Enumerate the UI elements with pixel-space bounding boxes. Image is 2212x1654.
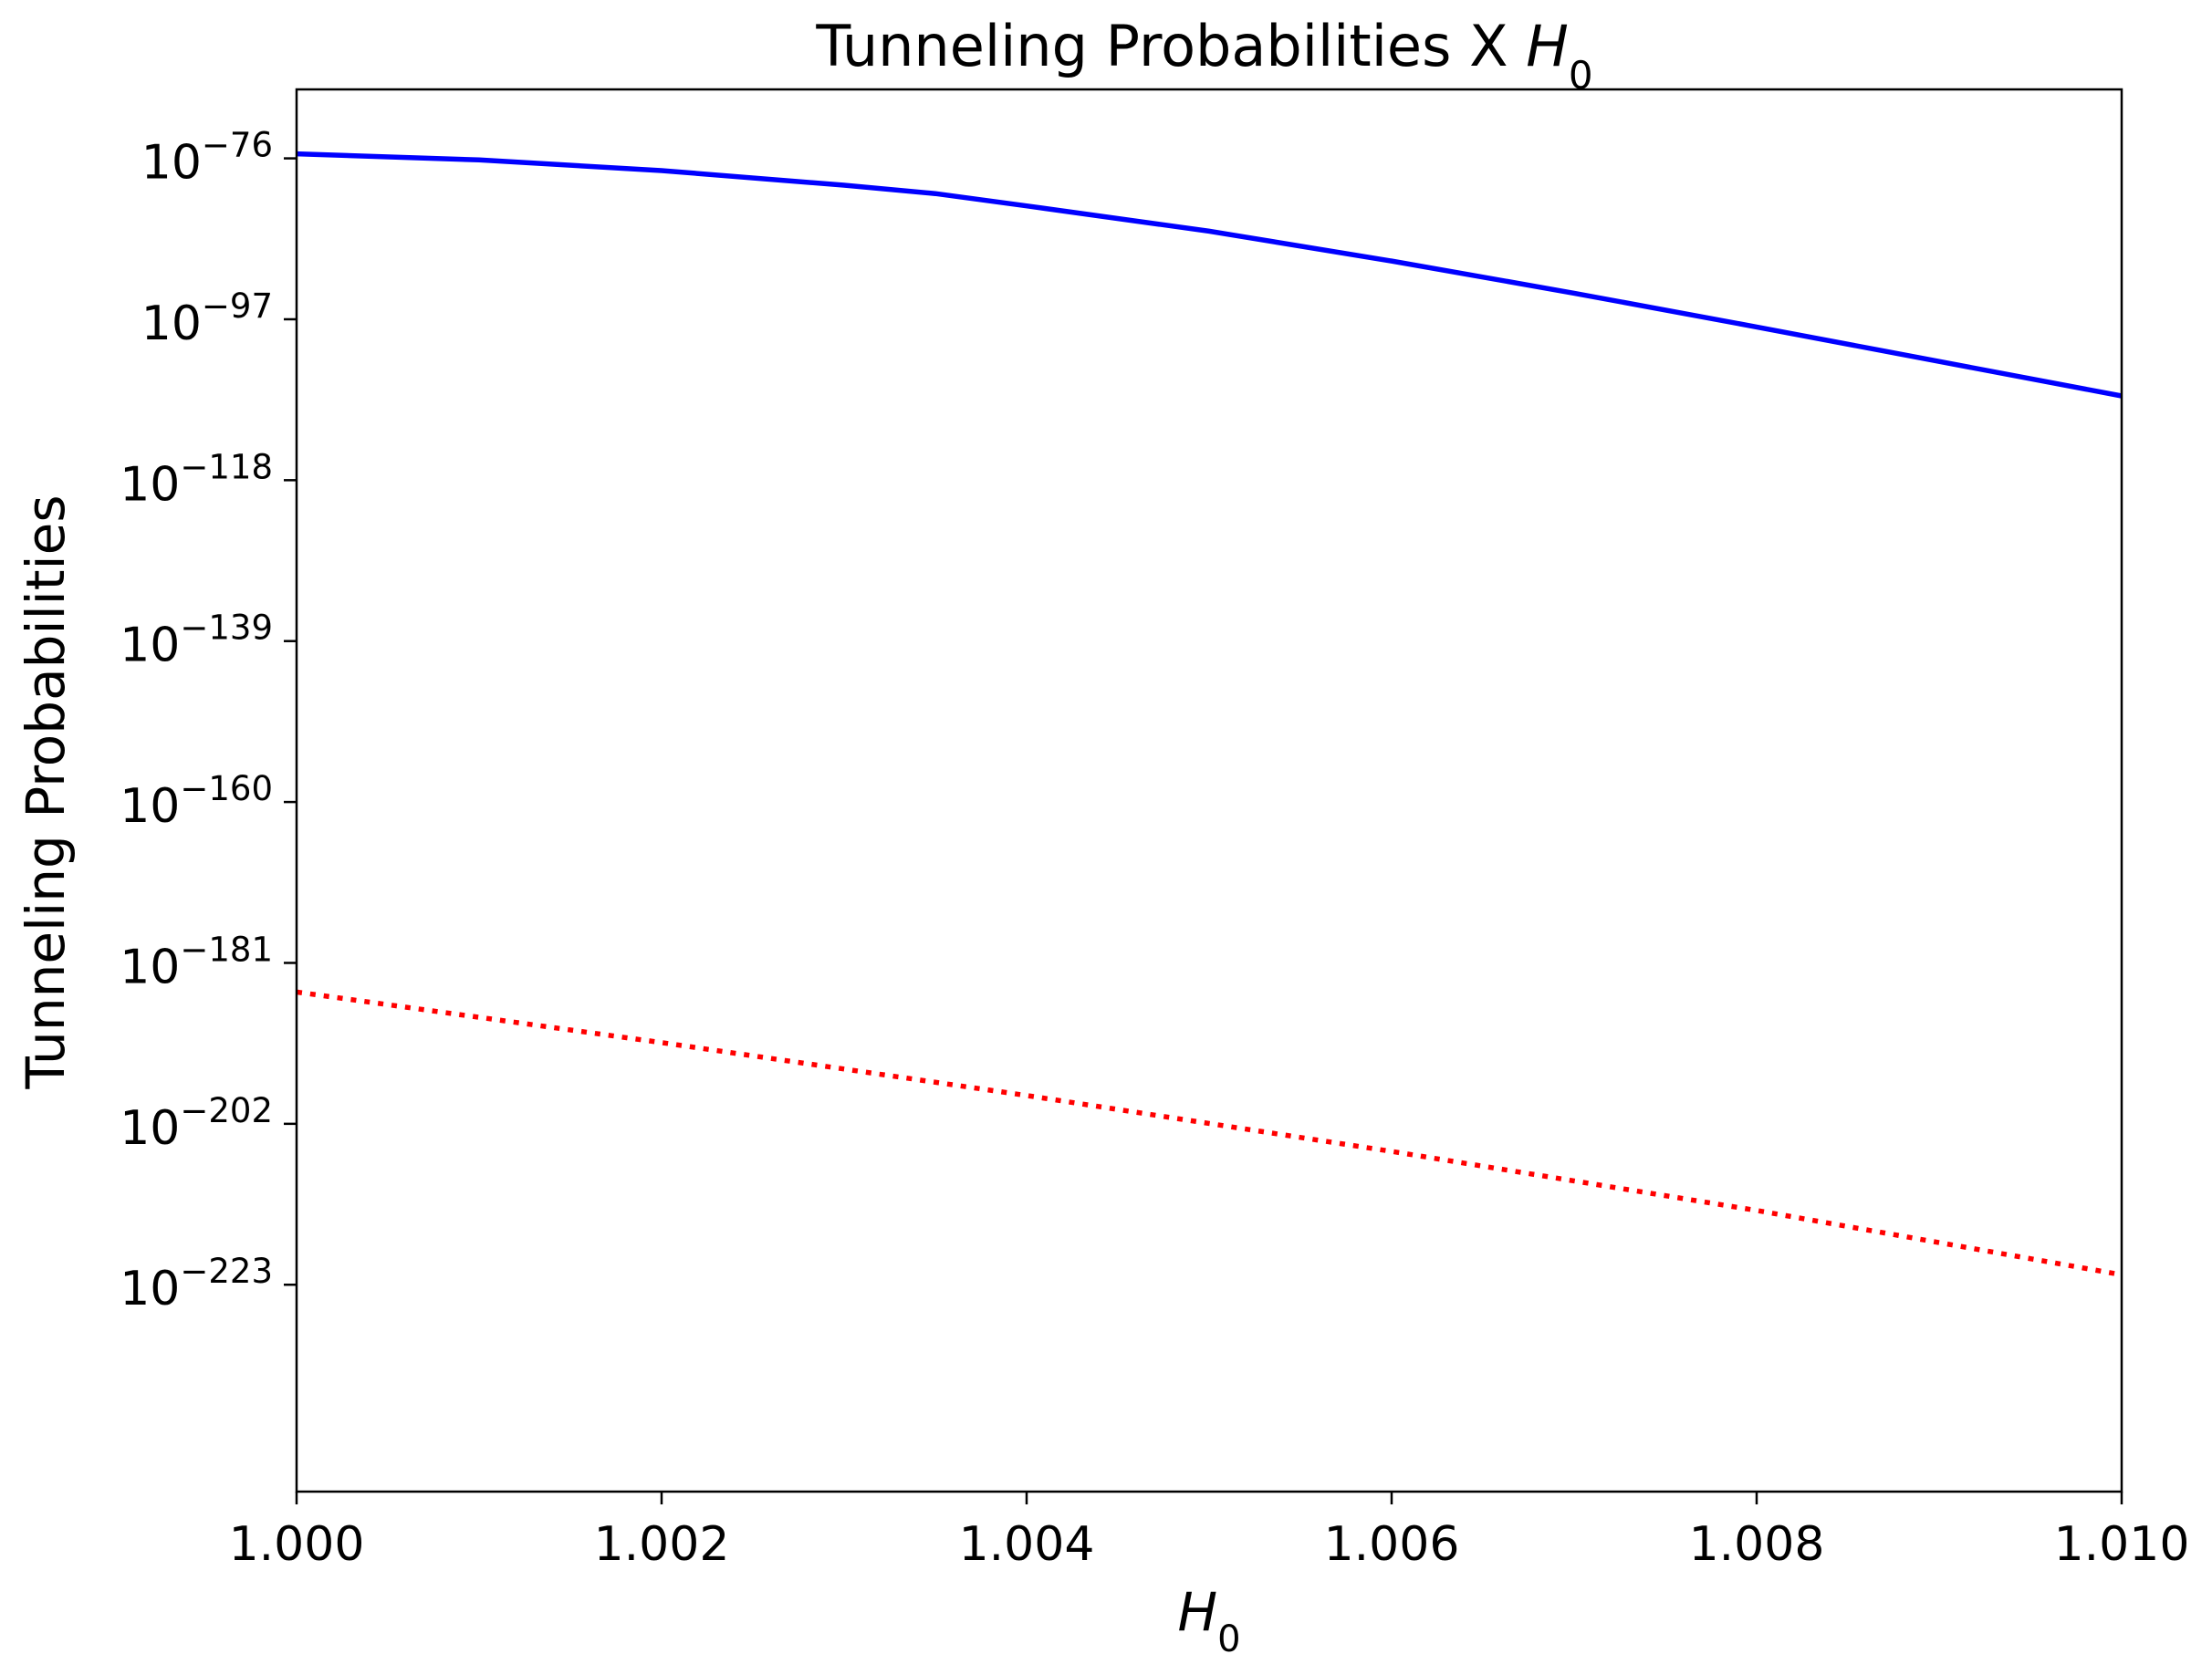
y-tick-label-3: 10−139 — [120, 609, 273, 673]
y-tick-label-5: 10−181 — [120, 930, 273, 994]
y-tick-label-6: 10−202 — [120, 1091, 273, 1156]
x-axis-label: H0 — [1177, 1581, 1240, 1654]
x-tick-label-5: 1.010 — [2054, 1517, 2190, 1572]
solid-series-line-0 — [296, 151, 2123, 399]
x-tick-label-1: 1.002 — [594, 1517, 730, 1572]
x-tick-label-3: 1.006 — [1324, 1517, 1460, 1572]
ticks-layer: 1.000 1.002 1.004 1.006 1.008 1.010 10−76 10−97… — [120, 126, 2189, 1572]
series-layer — [296, 151, 2123, 1278]
y-axis-label: Tunneling Probabilities — [15, 494, 77, 1089]
x-tick-label-4: 1.008 — [1689, 1517, 1825, 1572]
y-tick-label-7: 10−223 — [120, 1252, 273, 1316]
chart-title: Tunneling Probabilities X H0 — [815, 13, 1592, 98]
dotted-series-line-1 — [296, 989, 2123, 1278]
x-tick-label-2: 1.004 — [959, 1517, 1095, 1572]
x-tick-label-0: 1.000 — [229, 1517, 365, 1572]
y-tick-label-2: 10−118 — [120, 447, 273, 512]
y-tick-label-1: 10−97 — [141, 286, 273, 351]
y-tick-label-4: 10−160 — [120, 769, 273, 834]
plot-frame — [295, 88, 2123, 1493]
y-tick-label-0: 10−76 — [141, 126, 273, 191]
